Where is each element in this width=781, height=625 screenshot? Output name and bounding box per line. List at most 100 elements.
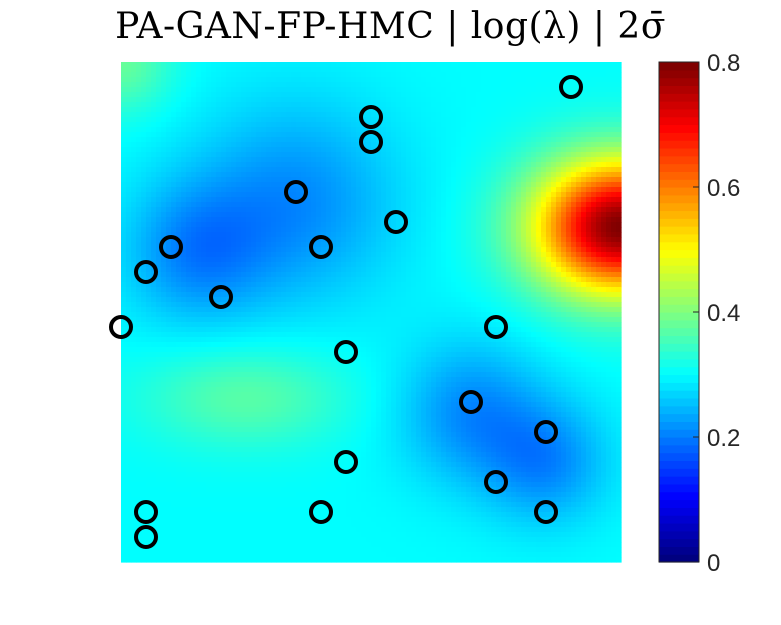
heatmap-cell — [281, 317, 287, 323]
heatmap-cell — [366, 162, 372, 168]
heatmap-cell — [361, 242, 367, 248]
heatmap-cell — [146, 532, 152, 538]
heatmap-cell — [321, 487, 327, 493]
heatmap-cell — [321, 202, 327, 208]
heatmap-cell — [196, 222, 202, 228]
heatmap-cell — [336, 522, 342, 528]
heatmap-cell — [141, 287, 147, 293]
heatmap-cell — [266, 372, 272, 378]
heatmap-cell — [326, 377, 332, 383]
heatmap-cell — [231, 357, 237, 363]
heatmap-cell — [346, 552, 352, 558]
heatmap-cell — [346, 62, 352, 68]
heatmap-cell — [196, 402, 202, 408]
heatmap-cell — [271, 222, 277, 228]
heatmap-cell — [221, 272, 227, 278]
heatmap-cell — [221, 72, 227, 78]
heatmap-cell — [246, 117, 252, 123]
heatmap-cell — [171, 217, 177, 223]
heatmap-cell — [181, 492, 187, 498]
heatmap-cell — [276, 432, 282, 438]
heatmap-cell — [346, 142, 352, 148]
heatmap-cell — [311, 262, 317, 268]
heatmap-cell — [346, 157, 352, 163]
heatmap-cell — [156, 147, 162, 153]
heatmap-cell — [126, 177, 132, 183]
heatmap-cell — [191, 552, 197, 558]
heatmap-cell — [366, 277, 372, 283]
heatmap-cell — [176, 357, 182, 363]
heatmap-cell — [281, 77, 287, 83]
heatmap-cell — [181, 172, 187, 178]
heatmap-cell — [216, 487, 222, 493]
heatmap-cell — [196, 472, 202, 478]
heatmap-cell — [321, 237, 327, 243]
heatmap-cell — [211, 412, 217, 418]
heatmap-cell — [156, 437, 162, 443]
heatmap-cell — [276, 212, 282, 218]
heatmap-cell — [331, 172, 337, 178]
heatmap-cell — [331, 117, 337, 123]
heatmap-cell — [176, 382, 182, 388]
heatmap-cell — [276, 287, 282, 293]
heatmap-cell — [346, 492, 352, 498]
heatmap-cell — [141, 217, 147, 223]
heatmap-cell — [226, 502, 232, 508]
heatmap-cell — [366, 267, 372, 273]
heatmap-cell — [256, 457, 262, 463]
heatmap-cell — [221, 182, 227, 188]
heatmap-cell — [176, 317, 182, 323]
heatmap-cell — [366, 362, 372, 368]
heatmap-cell — [256, 392, 262, 398]
heatmap-cell — [336, 97, 342, 103]
heatmap-cell — [321, 522, 327, 528]
heatmap-cell — [161, 107, 167, 113]
heatmap-cell — [326, 132, 332, 138]
heatmap-cell — [301, 157, 307, 163]
heatmap-cell — [311, 432, 317, 438]
heatmap-cell — [201, 452, 207, 458]
heatmap-cell — [191, 442, 197, 448]
heatmap-cell — [211, 292, 217, 298]
heatmap-cell — [136, 222, 142, 228]
heatmap-cell — [346, 392, 352, 398]
heatmap-cell — [231, 202, 237, 208]
heatmap-cell — [121, 302, 127, 308]
heatmap-cell — [161, 167, 167, 173]
heatmap-cell — [296, 452, 302, 458]
heatmap-cell — [321, 377, 327, 383]
heatmap-cell — [286, 312, 292, 318]
heatmap-cell — [336, 287, 342, 293]
heatmap-cell — [316, 172, 322, 178]
heatmap-cell — [231, 137, 237, 143]
heatmap-cell — [231, 527, 237, 533]
heatmap-cell — [191, 107, 197, 113]
heatmap-cell — [326, 257, 332, 263]
heatmap-cell — [256, 352, 262, 358]
heatmap-cell — [316, 217, 322, 223]
heatmap-cell — [251, 167, 257, 173]
heatmap-cell — [171, 157, 177, 163]
heatmap-cell — [361, 117, 367, 123]
heatmap-cell — [356, 142, 362, 148]
heatmap-cell — [161, 122, 167, 128]
heatmap-cell — [216, 512, 222, 518]
heatmap-cell — [366, 337, 372, 343]
heatmap-cell — [166, 502, 172, 508]
heatmap-cell — [256, 267, 262, 273]
heatmap-cell — [366, 62, 372, 68]
heatmap-cell — [221, 277, 227, 283]
heatmap-cell — [296, 207, 302, 213]
heatmap-cell — [181, 367, 187, 373]
heatmap-cell — [266, 227, 272, 233]
heatmap-cell — [186, 402, 192, 408]
heatmap-cell — [326, 462, 332, 468]
heatmap-cell — [316, 522, 322, 528]
heatmap-cell — [156, 307, 162, 313]
heatmap-cell — [231, 347, 237, 353]
heatmap-cell — [271, 537, 277, 543]
heatmap-cell — [196, 542, 202, 548]
heatmap-cell — [351, 187, 357, 193]
heatmap-cell — [366, 467, 372, 473]
heatmap-cell — [356, 287, 362, 293]
